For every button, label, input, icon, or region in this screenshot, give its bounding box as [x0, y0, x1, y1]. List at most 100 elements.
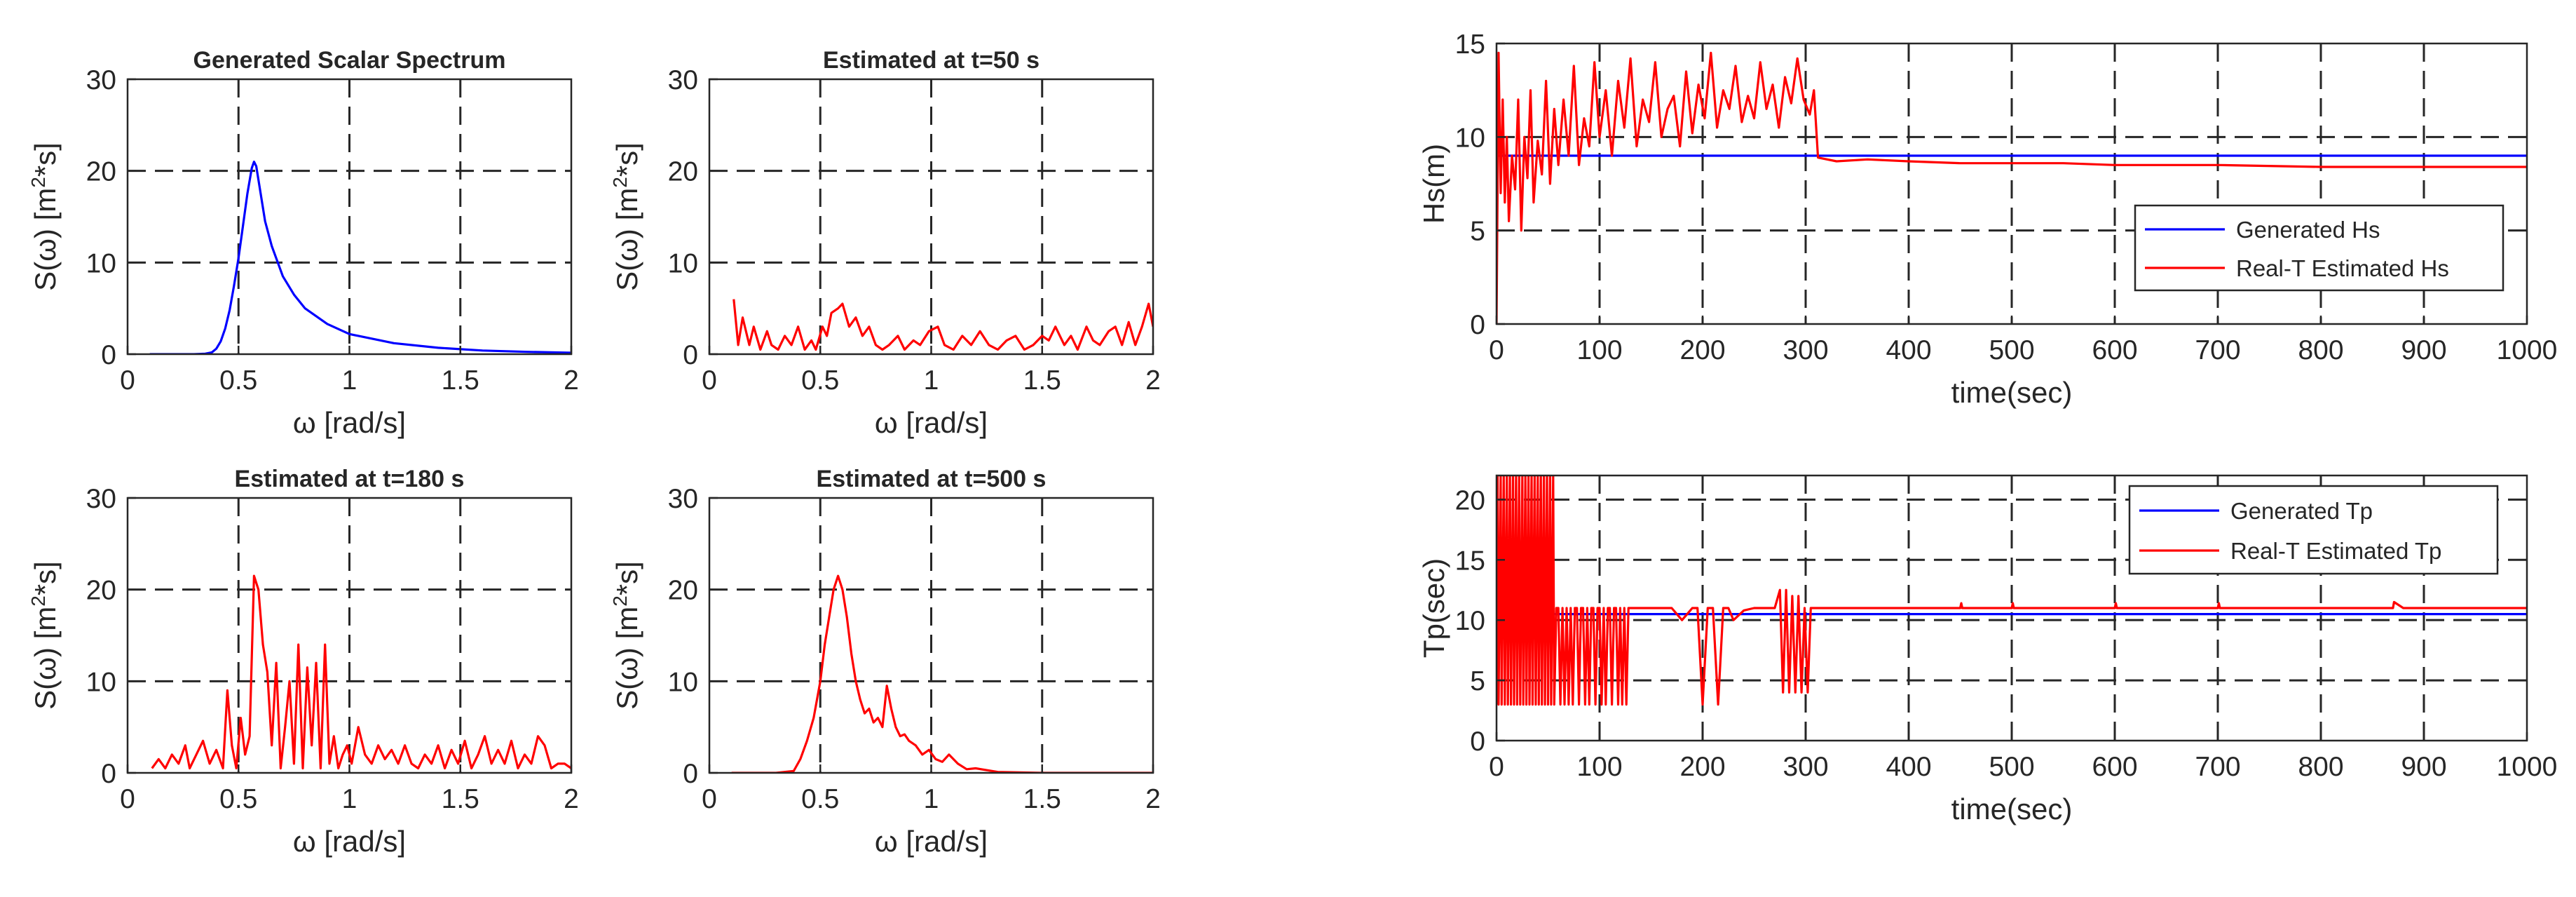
x-tick-label: 0: [120, 784, 135, 814]
y-label-main: S(ω) [m: [611, 607, 643, 710]
legend-box: [2134, 204, 2505, 292]
y-tick-label: 0: [1470, 727, 1485, 757]
y-label-main: S(ω) [m: [29, 188, 62, 291]
y-tick-label: 0: [101, 759, 116, 789]
y-tick-label: 20: [668, 576, 698, 606]
x-tick-label: 100: [1576, 335, 1622, 365]
series-line-1: [1497, 476, 2527, 706]
x-tick-label: 1: [924, 365, 939, 396]
y-tick-label: 0: [101, 340, 116, 370]
x-tick-label: 600: [2092, 752, 2137, 782]
y-tick-label: 20: [1455, 485, 1485, 515]
chart-title: Estimated at t=50 s: [823, 47, 1040, 74]
chart-title: Generated Scalar Spectrum: [193, 47, 506, 74]
legend-box: [2128, 485, 2499, 575]
series-line-0: [732, 299, 1153, 351]
x-tick-label: 800: [2298, 752, 2343, 782]
legend: Generated Hs Real-T Estimated Hs: [2134, 204, 2505, 292]
x-tick-label: 2: [1145, 784, 1161, 814]
x-tick-label: 400: [1886, 752, 1931, 782]
x-tick-label: 1: [342, 784, 357, 814]
legend-label-0: Generated Hs: [2236, 217, 2380, 243]
series-line-1: [1497, 51, 2527, 324]
y-label-tail: *s]: [29, 142, 62, 177]
x-tick-label: 1: [924, 784, 939, 814]
x-tick-label: 1000: [2497, 752, 2558, 782]
x-tick-label: 1000: [2497, 335, 2558, 365]
x-tick-label: 1.5: [1023, 784, 1061, 814]
y-tick-label: 20: [86, 576, 116, 606]
x-tick-label: 1.5: [1023, 365, 1061, 396]
series-line-0: [149, 161, 571, 354]
x-tick-label: 0: [702, 365, 717, 396]
x-tick-label: 0.5: [801, 365, 839, 396]
x-tick-label: 300: [1783, 335, 1828, 365]
legend-label-1: Real-T Estimated Hs: [2236, 255, 2449, 281]
legend-label-0: Generated Tp: [2230, 498, 2373, 524]
y-label-superscript: 2: [27, 595, 49, 607]
x-tick-label: 0.5: [219, 365, 257, 396]
y-tick-label: 30: [668, 484, 698, 514]
x-tick-label: 0.5: [219, 784, 257, 814]
x-tick-label: 0: [1489, 752, 1504, 782]
y-axis-label: S(ω) [m2*s]: [27, 561, 62, 710]
y-label-tail: *s]: [29, 561, 62, 595]
x-tick-label: 1: [342, 365, 357, 396]
x-axis-label: ω [rad/s]: [875, 825, 988, 858]
x-axis-label: ω [rad/s]: [293, 406, 406, 439]
y-label-superscript: 2: [609, 595, 631, 607]
x-tick-label: 300: [1783, 752, 1828, 782]
legend: Generated Tp Real-T Estimated Tp: [2128, 485, 2499, 575]
x-axis-label: time(sec): [1951, 376, 2073, 409]
x-tick-label: 900: [2401, 752, 2446, 782]
y-tick-label: 10: [86, 248, 116, 278]
y-label-superscript: 2: [609, 177, 631, 188]
x-tick-label: 0: [702, 784, 717, 814]
x-tick-label: 2: [564, 784, 579, 814]
y-tick-label: 10: [668, 248, 698, 278]
y-axis-label: S(ω) [m2*s]: [609, 561, 643, 710]
y-axis-label: Tp(sec): [1417, 558, 1450, 658]
y-tick-label: 0: [683, 340, 698, 370]
y-tick-label: 0: [1470, 310, 1485, 340]
y-tick-label: 5: [1470, 666, 1485, 696]
y-axis-label: S(ω) [m2*s]: [27, 142, 62, 291]
y-tick-label: 10: [1455, 606, 1485, 636]
series-line-0: [151, 574, 571, 770]
x-tick-label: 800: [2298, 335, 2343, 365]
y-tick-label: 30: [86, 65, 116, 95]
y-label-main: S(ω) [m: [611, 188, 643, 291]
y-tick-label: 10: [668, 667, 698, 697]
x-tick-label: 700: [2195, 752, 2240, 782]
chart-title: Estimated at t=500 s: [817, 466, 1047, 492]
x-tick-label: 0: [120, 365, 135, 396]
y-tick-label: 30: [668, 65, 698, 95]
series-line-0: [731, 574, 1153, 773]
chart-tp_time: 0 100 200 300 400 500 600 700 800 900 1000 0 5 10 15 20…: [1417, 474, 2558, 825]
x-tick-label: 200: [1679, 752, 1725, 782]
x-tick-label: 1.5: [442, 784, 479, 814]
x-axis-label: ω [rad/s]: [293, 825, 406, 858]
x-tick-label: 700: [2195, 335, 2240, 365]
y-axis-label: S(ω) [m2*s]: [609, 142, 643, 291]
chart-hs_time: 0 100 200 300 400 500 600 700 800 900 1000 0 5 10 15 ti…: [1417, 29, 2557, 409]
y-tick-label: 5: [1470, 217, 1485, 247]
x-tick-label: 500: [1989, 752, 2034, 782]
x-axis-label: time(sec): [1951, 793, 2073, 825]
y-tick-label: 20: [668, 157, 698, 187]
x-tick-label: 2: [564, 365, 579, 396]
y-label-tail: *s]: [611, 142, 643, 177]
legend-label-1: Real-T Estimated Tp: [2230, 538, 2441, 564]
y-tick-label: 0: [683, 759, 698, 789]
x-tick-label: 500: [1989, 335, 2034, 365]
x-tick-label: 1.5: [442, 365, 479, 396]
x-axis-label: ω [rad/s]: [875, 406, 988, 439]
x-tick-label: 2: [1145, 365, 1161, 396]
y-tick-label: 10: [86, 667, 116, 697]
y-label-superscript: 2: [27, 177, 49, 188]
